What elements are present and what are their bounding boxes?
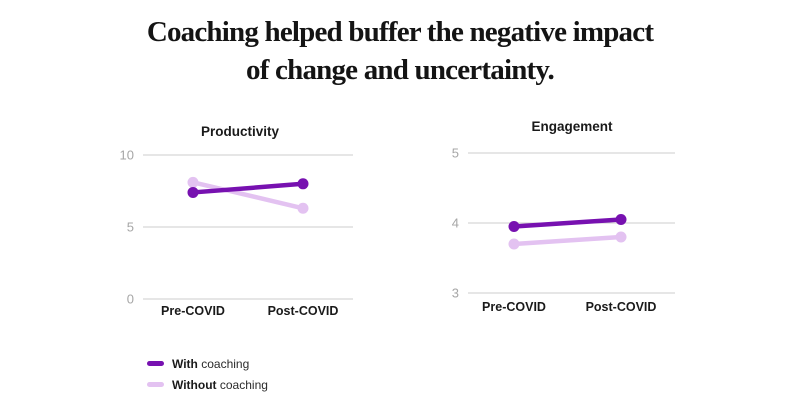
- legend-label: With coaching: [172, 357, 249, 371]
- series-line: [190, 181, 306, 195]
- x-category-label: Post-COVID: [586, 300, 657, 314]
- page-title: Coaching helped buffer the negative impa…: [0, 13, 800, 89]
- x-category-label: Post-COVID: [268, 304, 339, 318]
- y-tick-label: 5: [127, 220, 134, 235]
- chart-productivity: 10 5 0 Productivity Pre-COVID Post-COVID: [95, 115, 375, 330]
- legend-item-with-coaching: With coaching: [147, 353, 268, 374]
- legend-label-bold: With: [172, 356, 198, 371]
- data-point: [508, 238, 520, 250]
- data-point: [615, 231, 627, 243]
- y-tick-label: 3: [452, 286, 459, 301]
- y-tick-label: 0: [127, 292, 134, 307]
- with-coaching-swatch: [147, 361, 164, 366]
- legend-label: Without coaching: [172, 378, 268, 392]
- data-point: [297, 202, 309, 214]
- productivity-chart-svg: 10 5 0 Productivity Pre-COVID Post-COVID: [120, 124, 353, 318]
- series-line: [511, 234, 624, 247]
- without-coaching-swatch: [147, 382, 164, 387]
- page-title-line2: of change and uncertainty.: [246, 54, 555, 86]
- chart-title: Engagement: [531, 119, 613, 134]
- legend-label-bold: Without: [172, 377, 217, 392]
- page-title-line1: Coaching helped buffer the negative impa…: [146, 16, 654, 48]
- data-point: [187, 176, 199, 188]
- legend-item-without-coaching: Without coaching: [147, 374, 268, 395]
- data-point: [187, 186, 199, 198]
- x-category-label: Pre-COVID: [161, 304, 225, 318]
- y-tick-label: 5: [452, 146, 459, 161]
- series-line: [190, 180, 306, 211]
- data-point: [508, 221, 520, 232]
- chart-legend: With coaching Without coaching: [147, 353, 268, 395]
- engagement-chart-svg: 5 4 3 Engagement Pre-COVID Post-COVID: [452, 119, 675, 314]
- data-point: [297, 178, 309, 190]
- legend-label-rest: coaching: [197, 356, 250, 371]
- chart-title: Productivity: [201, 124, 280, 139]
- y-tick-label: 10: [120, 148, 134, 163]
- chart-engagement: 5 4 3 Engagement Pre-COVID Post-COVID: [435, 113, 715, 328]
- y-tick-label: 4: [452, 216, 459, 231]
- legend-label-rest: coaching: [216, 377, 268, 392]
- data-point: [615, 214, 627, 225]
- series-line: [511, 217, 624, 229]
- x-category-label: Pre-COVID: [482, 300, 546, 314]
